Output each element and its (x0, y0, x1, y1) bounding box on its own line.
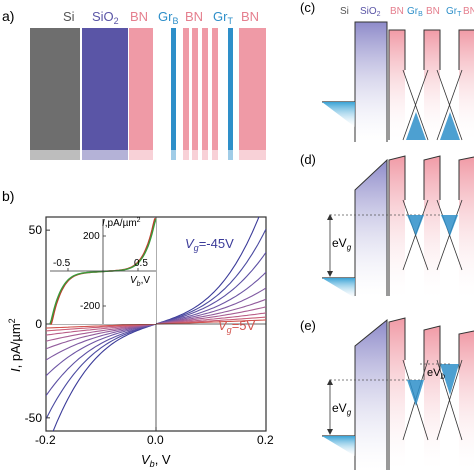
c-bn-label-1: BN (390, 6, 404, 17)
inset-xlabel: Vb,V (130, 275, 150, 288)
inset-xtick-neg: -0.5 (53, 258, 71, 269)
panel-a-label: a) (2, 8, 14, 24)
vg-pos-label: Vg=5V (218, 318, 256, 335)
bn-layer-mid-4 (212, 28, 218, 160)
c-gr-t-label: GrT (446, 6, 462, 18)
sio2-layer (82, 28, 128, 160)
bn-label-2: BN (185, 9, 203, 24)
layer-stack (20, 26, 280, 164)
inset-ytick-pos: 200 (83, 231, 100, 242)
bn-layer-mid-2 (192, 28, 198, 160)
sio2-label: SiO2 (92, 9, 119, 26)
panel-e-label: (e) (300, 318, 316, 333)
band-diagram-d (322, 155, 474, 298)
panel-c-label: (c) (300, 0, 315, 15)
inset-ytick-neg: -200 (80, 301, 100, 312)
main-xlabel: Vb, V (141, 452, 171, 469)
c-bn-label-2: BN (426, 6, 440, 17)
xtick-label-2: 0.2 (257, 433, 274, 447)
inset-xtick-pos: 0.5 (134, 258, 148, 269)
ytick-label-1: 0 (35, 317, 42, 331)
inset-plot: -0.5 0.5 200 -200 I,pA/µm2 Vb,V (49, 217, 157, 325)
e-evb-label: eVb (427, 367, 445, 381)
gr-t-layer (228, 28, 233, 160)
band-diagram-e (322, 317, 474, 470)
e-evg-label: eVg (332, 401, 352, 417)
band-diagram-c (322, 21, 474, 142)
c-gr-b-label: GrB (407, 6, 423, 18)
main-ylabel: I, pA/µm2 (7, 318, 23, 372)
panel-b-label: b) (2, 188, 14, 204)
gr-t-label: GrT (213, 9, 233, 26)
ytick-label-2: -50 (25, 411, 43, 425)
inset-ylabel: I,pA/µm2 (102, 217, 141, 229)
c-sio2-label: SiO2 (360, 6, 381, 18)
xtick-label-1: 0.0 (147, 433, 164, 447)
d-evg-label: eVg (332, 236, 352, 252)
axis-ticks: -0.2 0.0 0.2 50 0 -50 (25, 223, 274, 447)
gr-b-layer (171, 28, 176, 160)
ytick-label-0: 50 (29, 223, 43, 237)
bn-layer-top (239, 28, 266, 160)
vg-neg-label: Vg=-45V (185, 236, 234, 253)
c-bn-label-3: BN (463, 6, 474, 17)
c-si-label: Si (340, 6, 349, 17)
bn-label-3: BN (241, 9, 259, 24)
bn-layer-mid-3 (202, 28, 208, 160)
bn-layer-mid-1 (183, 28, 189, 160)
panel-d-label: (d) (300, 152, 316, 167)
xtick-label-0: -0.2 (35, 433, 56, 447)
bn-layer-bottom (129, 28, 153, 160)
si-label: Si (63, 9, 75, 24)
gr-b-label: GrB (158, 9, 178, 26)
bn-label-1: BN (130, 9, 148, 24)
